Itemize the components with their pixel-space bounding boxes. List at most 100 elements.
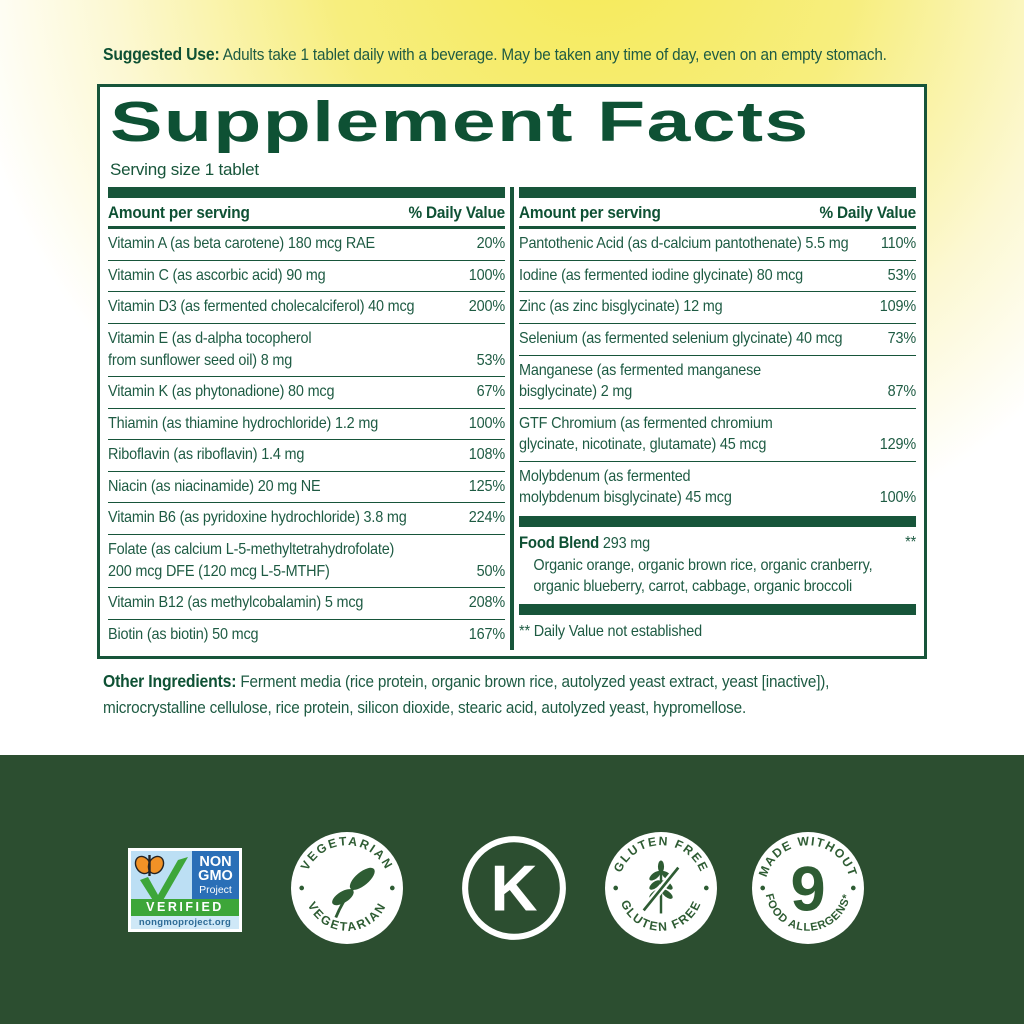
header-daily-value: % Daily Value	[819, 203, 917, 223]
column-header: Amount per serving % Daily Value	[108, 198, 506, 230]
serving-size: Serving size 1 tablet	[110, 160, 259, 180]
nutrient-daily-value: 100%	[468, 414, 506, 432]
nutrient-daily-value: 224%	[468, 509, 506, 527]
nutrient-name: Vitamin B6 (as pyridoxine hydrochloride)…	[108, 509, 407, 527]
nutrient-name: Vitamin C (as ascorbic acid) 90 mg	[108, 266, 326, 284]
nutrient-name: Vitamin E (as d-alpha tocopherol from su…	[108, 329, 312, 369]
nutrient-rows-left: Vitamin A (as beta carotene) 180 mcg RAE…	[108, 229, 505, 650]
nutrient-name: Riboflavin (as riboflavin) 1.4 mg	[108, 446, 305, 464]
nutrient-name: Iodine (as fermented iodine glycinate) 8…	[519, 266, 803, 284]
nutrient-name: Vitamin A (as beta carotene) 180 mcg RAE	[108, 235, 375, 253]
nutrient-row: Vitamin E (as d-alpha tocopherol from su…	[108, 322, 506, 376]
non-gmo-url: nongmoproject.org	[131, 916, 239, 929]
nutrient-name: Selenium (as fermented selenium glycinat…	[519, 329, 843, 347]
nutrient-daily-value: 167%	[468, 625, 506, 643]
gluten-free-badge: GLUTEN FREE GLUTEN FREE	[605, 832, 717, 944]
nutrient-name: Folate (as calcium L-5-methyltetrahydrof…	[108, 541, 395, 580]
kosher-badge: K	[462, 836, 566, 940]
nutrient-daily-value: 110%	[880, 235, 917, 253]
suggested-use-label: Suggested Use:	[103, 44, 220, 64]
food-blend-title: Food Blend 293 mg	[519, 534, 650, 553]
nutrient-daily-value: 100%	[468, 266, 506, 284]
nutrient-daily-value: 109%	[879, 298, 917, 316]
supplement-facts-panel: Supplement Facts Serving size 1 tablet A…	[97, 84, 927, 659]
vegetarian-badge: VEGETARIAN VEGETARIAN	[291, 832, 403, 944]
nutrient-row: Riboflavin (as riboflavin) 1.4 mg 108%	[108, 439, 505, 471]
nutrient-rows-right: Pantothenic Acid (as d-calcium pantothen…	[519, 229, 916, 514]
nutrient-row: Folate (as calcium L-5-methyltetrahydrof…	[108, 534, 505, 587]
allergen-free-badge: MADE WITHOUT FOOD ALLERGENS* 9	[752, 832, 864, 944]
nutrient-row: Selenium (as fermented selenium glycinat…	[519, 322, 917, 355]
nutrient-row: Biotin (as biotin) 50 mcg 167%	[108, 618, 506, 651]
nutrient-row: Pantothenic Acid (as d-calcium pantothen…	[519, 229, 916, 260]
nutrient-name: Vitamin K (as phytonadione) 80 mcg	[108, 383, 335, 401]
column-header-bar	[108, 187, 506, 199]
header-amount: Amount per serving	[108, 203, 250, 223]
nutrient-daily-value: 87%	[887, 383, 917, 401]
nutrient-daily-value: 100%	[879, 489, 917, 507]
nutrient-name: Pantothenic Acid (as d-calcium pantothen…	[519, 235, 849, 253]
nutrient-row: Vitamin K (as phytonadione) 80 mcg 67%	[108, 376, 505, 408]
nutrient-row: Niacin (as niacinamide) 20 mg NE 125%	[108, 470, 506, 503]
nutrient-row: Vitamin B6 (as pyridoxine hydrochloride)…	[108, 502, 505, 534]
other-ingredients-text: Ferment media (rice protein, organic bro…	[103, 672, 830, 717]
nutrient-daily-value: 73%	[887, 329, 917, 347]
non-gmo-verified-text: VERIFIED	[131, 899, 239, 916]
crossed-wheat-icon	[640, 860, 682, 914]
leaf-icon	[332, 867, 375, 919]
header-amount: Amount per serving	[519, 203, 661, 223]
daily-value-footnote: ** Daily Value not established	[519, 622, 702, 640]
column-header: Amount per serving % Daily Value	[519, 198, 917, 230]
column-left: Amount per serving % Daily Value Vitamin…	[108, 187, 505, 650]
nutrient-row: Vitamin C (as ascorbic acid) 90 mg 100%	[108, 259, 506, 292]
certification-strip: NON GMO Project VERIFIED nongmoproject.o…	[0, 755, 1024, 1024]
nutrient-daily-value: 50%	[476, 562, 506, 580]
nutrient-daily-value: 53%	[887, 266, 917, 284]
nutrient-row: Iodine (as fermented iodine glycinate) 8…	[519, 259, 917, 292]
butterfly-checkmark-icon	[134, 855, 188, 899]
other-ingredients: Other Ingredients: Ferment media (rice p…	[103, 668, 922, 720]
food-blend-description: Organic orange, organic brown rice, orga…	[533, 556, 873, 596]
nutrient-row: Thiamin (as thiamine hydrochloride) 1.2 …	[108, 407, 506, 440]
nutrient-columns: Amount per serving % Daily Value Vitamin…	[108, 187, 916, 651]
nutrient-row: Molybdenum (as fermented molybdenum bisg…	[519, 460, 917, 514]
nutrient-daily-value: 200%	[468, 298, 506, 316]
other-ingredients-label: Other Ingredients:	[103, 671, 237, 691]
nutrient-name: Thiamin (as thiamine hydrochloride) 1.2 …	[108, 414, 379, 432]
nutrient-daily-value: 208%	[468, 594, 506, 612]
nutrient-name: Molybdenum (as fermented molybdenum bisg…	[519, 467, 732, 507]
nutrient-daily-value: 20%	[476, 235, 506, 253]
column-right: Amount per serving % Daily Value Pantoth…	[519, 187, 916, 650]
kosher-k-letter: K	[490, 851, 537, 924]
nutrient-daily-value: 108%	[468, 446, 506, 464]
nutrient-name: Biotin (as biotin) 50 mcg	[108, 625, 259, 643]
non-gmo-verified-badge: NON GMO Project VERIFIED nongmoproject.o…	[128, 848, 242, 932]
nutrient-row: Zinc (as zinc bisglycinate) 12 mg 109%	[519, 291, 916, 323]
food-blend-dv: **	[905, 534, 917, 552]
allergen-count-number: 9	[790, 854, 825, 924]
panel-title: Supplement Facts	[110, 90, 810, 154]
nutrient-name: Vitamin B12 (as methylcobalamin) 5 mcg	[108, 594, 364, 612]
header-daily-value: % Daily Value	[408, 203, 506, 223]
nutrient-name: GTF Chromium (as fermented chromium glyc…	[519, 414, 773, 454]
nutrient-row: Vitamin B12 (as methylcobalamin) 5 mcg 20…	[108, 587, 505, 619]
section-bar	[519, 603, 917, 615]
nutrient-row: Manganese (as fermented manganese bisgly…	[519, 354, 917, 408]
nutrient-daily-value: 129%	[879, 436, 917, 454]
nutrient-daily-value: 67%	[476, 383, 506, 401]
nutrient-daily-value: 53%	[476, 351, 506, 369]
suggested-use-text: Adults take 1 tablet daily with a bevera…	[219, 45, 887, 64]
column-header-bar	[519, 187, 917, 199]
nutrient-row: GTF Chromium (as fermented chromium glyc…	[519, 407, 917, 461]
nutrient-row: Vitamin D3 (as fermented cholecalciferol…	[108, 291, 505, 323]
non-gmo-wordmark: NON GMO Project	[192, 851, 239, 899]
nutrient-name: Niacin (as niacinamide) 20 mg NE	[108, 477, 321, 495]
food-blend: Food Blend 293 mg ** Organic orange, org…	[519, 529, 916, 602]
column-divider	[510, 187, 514, 651]
nutrient-name: Zinc (as zinc bisglycinate) 12 mg	[519, 298, 723, 316]
nutrient-daily-value: 125%	[468, 477, 506, 495]
nutrient-name: Manganese (as fermented manganese bisgly…	[519, 361, 762, 401]
suggested-use: Suggested Use: Adults take 1 tablet dail…	[103, 44, 931, 65]
nutrient-row: Vitamin A (as beta carotene) 180 mcg RAE…	[108, 229, 505, 260]
